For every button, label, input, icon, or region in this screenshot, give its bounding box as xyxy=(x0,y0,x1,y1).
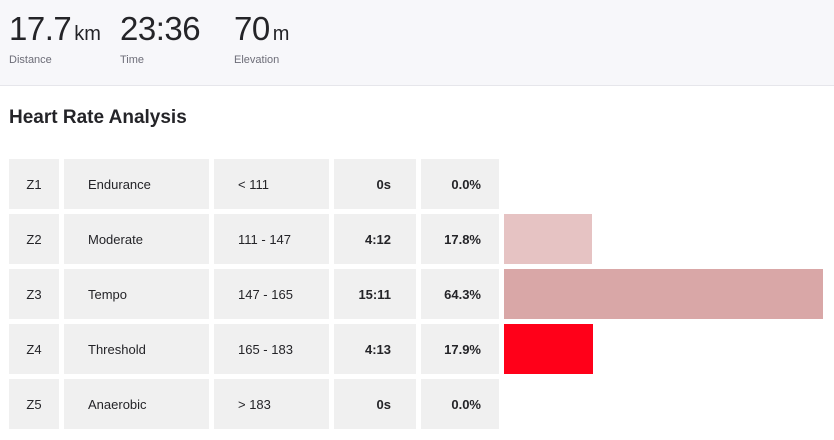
zone-percent: 0.0% xyxy=(421,379,499,429)
distance-stat: 17.7 km Distance xyxy=(9,10,101,66)
zone-time: 4:12 xyxy=(334,214,416,264)
elevation-value: 70 xyxy=(234,10,270,47)
zone-hr-range: < 111 xyxy=(214,159,329,209)
zone-id: Z2 xyxy=(9,214,59,264)
time-value: 23:36 xyxy=(120,10,201,47)
zone-time: 0s xyxy=(334,379,416,429)
zone-distribution-bar xyxy=(504,324,593,374)
zone-percent: 0.0% xyxy=(421,159,499,209)
zone-id: Z3 xyxy=(9,269,59,319)
zone-name: Endurance xyxy=(64,159,209,209)
zone-hr-range: > 183 xyxy=(214,379,329,429)
elevation-unit: m xyxy=(272,23,290,45)
zone-time: 0s xyxy=(334,159,416,209)
zone-id: Z4 xyxy=(9,324,59,374)
time-label: Time xyxy=(120,54,145,66)
zone-hr-range: 147 - 165 xyxy=(214,269,329,319)
distance-value: 17.7 xyxy=(9,10,72,47)
zone-name: Tempo xyxy=(64,269,209,319)
heart-rate-analysis-title: Heart Rate Analysis xyxy=(9,107,187,128)
zone-id: Z1 xyxy=(9,159,59,209)
zone-time: 15:11 xyxy=(334,269,416,319)
zone-time: 4:13 xyxy=(334,324,416,374)
zone-percent: 64.3% xyxy=(421,269,499,319)
zone-distribution-bar xyxy=(504,269,823,319)
zone-percent: 17.8% xyxy=(421,214,499,264)
zone-distribution-bar xyxy=(504,214,592,264)
zone-percent: 17.9% xyxy=(421,324,499,374)
elevation-stat: 70 m Elevation xyxy=(234,10,289,66)
zone-name: Moderate xyxy=(64,214,209,264)
zone-hr-range: 165 - 183 xyxy=(214,324,329,374)
zone-name: Threshold xyxy=(64,324,209,374)
activity-stats-header: 17.7 km Distance 23:36 Time 70 m Elevati… xyxy=(0,0,834,86)
zone-hr-range: 111 - 147 xyxy=(214,214,329,264)
time-stat: 23:36 Time xyxy=(120,10,201,66)
zone-id: Z5 xyxy=(9,379,59,429)
distance-label: Distance xyxy=(9,54,52,66)
distance-unit: km xyxy=(74,23,101,45)
zone-name: Anaerobic xyxy=(64,379,209,429)
elevation-label: Elevation xyxy=(234,54,280,66)
